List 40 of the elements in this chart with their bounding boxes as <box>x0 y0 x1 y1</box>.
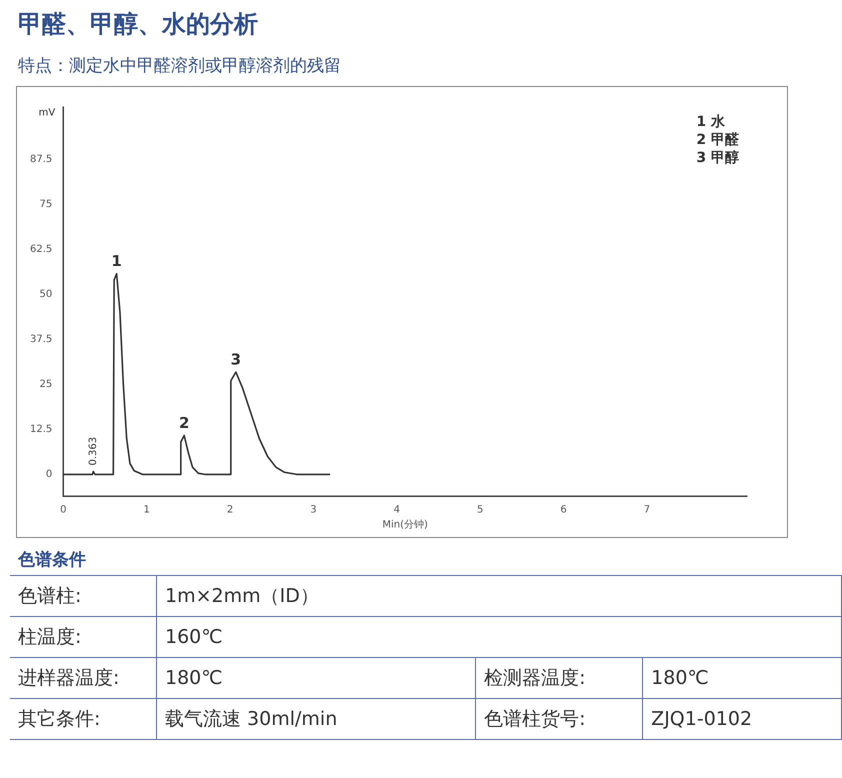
text: 160℃ <box>156 616 842 658</box>
y-axis-title: mV <box>38 108 56 119</box>
y-tick-label: 12.5 <box>30 424 52 435</box>
y-tick-label: 50 <box>40 288 52 300</box>
x-tick-label: 3 <box>310 504 317 516</box>
y-tick-label: 25 <box>40 378 52 390</box>
y-tick-label: 62.5 <box>30 244 52 255</box>
annotation: 3 <box>230 350 242 368</box>
text: 柱温度: <box>10 616 156 658</box>
x-tick-label: 2 <box>226 504 234 516</box>
annotation: 2 甲醛 <box>696 131 739 149</box>
x-tick-label: 6 <box>560 504 567 516</box>
annotation: 2 <box>178 414 190 432</box>
text: 180℃ <box>156 658 476 698</box>
annotation: 0.363 <box>88 436 100 466</box>
text: 检测器温度: <box>476 658 643 698</box>
y-tick-label: 87.5 <box>30 154 52 165</box>
text: 其它条件: <box>10 698 156 740</box>
text: 色谱柱货号: <box>476 698 643 740</box>
annotation: 1 <box>111 252 122 270</box>
y-tick-label: 37.5 <box>30 334 52 345</box>
x-axis-title: Min(分钟) <box>382 518 428 531</box>
text: 进样器温度: <box>10 658 156 698</box>
chart-title: 甲醛、甲醇、水的分析 <box>17 9 259 40</box>
y-tick-label: 0 <box>46 468 52 480</box>
x-tick-label: 1 <box>143 504 150 516</box>
y-tick-label: 75 <box>40 198 52 210</box>
annotation: 3 甲醇 <box>696 149 739 167</box>
text: 1m×2mm（ID） <box>156 576 842 616</box>
annotation: 1 水 <box>696 113 726 131</box>
x-tick-label: 0 <box>60 504 66 516</box>
text: 色谱柱: <box>10 576 156 616</box>
x-tick-label: 7 <box>644 504 650 516</box>
chart-subtitle: 特点：测定水中甲醛溶剂或甲醇溶剂的残留 <box>17 55 342 78</box>
x-tick-label: 4 <box>394 504 400 516</box>
text: 色谱条件 <box>16 549 87 572</box>
text: 180℃ <box>642 658 842 698</box>
text: 载气流速 30ml/min <box>156 698 476 740</box>
text: ZJQ1-0102 <box>642 698 842 740</box>
x-tick-label: 5 <box>476 504 484 516</box>
